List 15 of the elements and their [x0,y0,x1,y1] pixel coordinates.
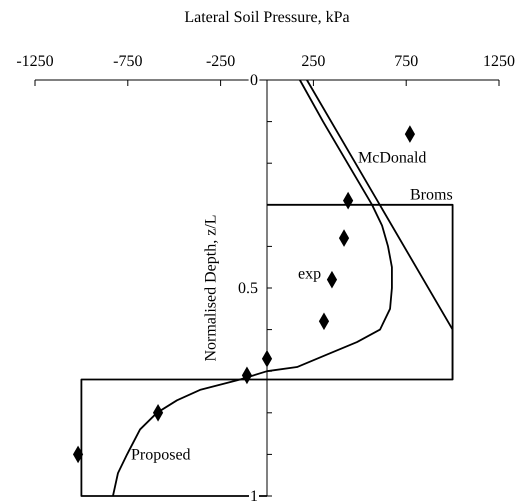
y-tick-label: 0 [250,72,258,90]
series-label: McDonald [358,150,426,167]
y-tick-label: 1 [250,488,258,502]
x-tick-label: 750 [394,53,418,70]
y-tick-label: 0.5 [238,280,258,298]
x-tick-label: 250 [301,53,326,70]
x-tick-label: -750 [113,53,142,70]
x-tick-label: -1250 [16,53,54,70]
series-label: Broms [410,186,453,204]
x-axis-title: Lateral Soil Pressure, kPa [184,9,350,26]
series-label: exp [298,266,322,283]
x-tick-label: 1250 [483,53,515,70]
x-tick-label: -250 [206,53,236,70]
y-axis-title: Normalised Depth, z/L [202,214,220,362]
series-label: Proposed [131,446,191,464]
